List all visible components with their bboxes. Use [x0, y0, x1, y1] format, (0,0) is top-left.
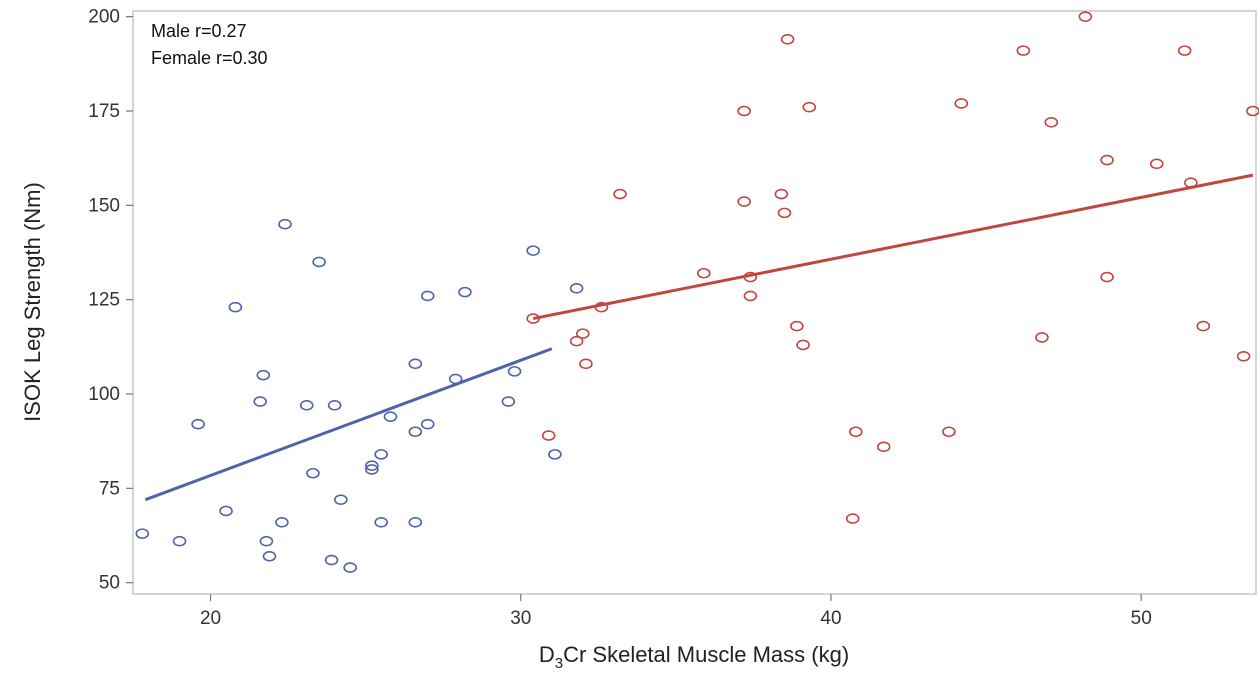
fit-line-series-0	[144, 347, 553, 502]
data-point-series-1	[1149, 158, 1164, 170]
data-point-series-0	[228, 301, 243, 313]
data-point-series-0	[172, 535, 187, 547]
data-point-series-0	[408, 358, 423, 370]
data-point-series-1	[743, 271, 758, 283]
data-point-series-0	[299, 400, 314, 411]
data-point-series-1	[743, 290, 758, 302]
data-point-series-0	[383, 411, 398, 422]
data-point-series-0	[327, 400, 342, 411]
data-point-series-0	[343, 562, 357, 573]
data-point-series-1	[790, 320, 804, 332]
data-point-series-0	[408, 517, 423, 528]
x-axis-title: D3Cr Skeletal Muscle Mass (kg)	[539, 642, 849, 672]
x-tick-label: 20	[200, 608, 221, 629]
y-axis-title: ISOK Leg Strength (Nm)	[20, 182, 45, 422]
data-point-series-0	[278, 218, 292, 230]
data-point-series-1	[1177, 45, 1192, 56]
data-point-series-0	[548, 449, 562, 460]
data-point-series-0	[420, 418, 435, 430]
y-tick-label: 125	[88, 290, 120, 311]
data-point-series-1	[1078, 11, 1093, 22]
data-point-series-1	[1044, 117, 1059, 128]
data-point-series-1	[774, 188, 789, 200]
data-point-series-1	[697, 267, 711, 279]
data-point-series-1	[1184, 177, 1198, 188]
data-point-series-1	[594, 301, 609, 313]
plot-frame	[132, 10, 1257, 595]
data-point-series-0	[374, 517, 388, 528]
data-point-series-0	[334, 494, 348, 505]
data-point-series-1	[780, 34, 795, 45]
data-point-series-1	[526, 313, 540, 324]
data-point-series-0	[365, 460, 379, 472]
data-point-series-0	[408, 426, 423, 438]
data-point-series-1	[1100, 154, 1114, 166]
x-axis-title-main: D	[539, 642, 555, 667]
data-point-series-0	[253, 396, 267, 407]
data-point-series-0	[262, 550, 277, 562]
data-point-series-1	[802, 101, 817, 113]
y-axis: 50 75 100 125 150 175 200	[88, 7, 133, 594]
data-point-series-1	[845, 513, 860, 524]
fit-line-series-1	[532, 173, 1254, 321]
data-point-series-1	[541, 430, 556, 441]
data-point-series-0	[448, 373, 463, 385]
data-point-series-0	[256, 369, 271, 381]
y-tick-label: 50	[99, 573, 120, 594]
x-tick-label: 30	[510, 608, 531, 629]
data-point-series-0	[219, 505, 233, 517]
annotation-female: Female r=0.30	[151, 48, 268, 68]
data-point-series-1	[777, 207, 792, 219]
data-point-series-1	[1100, 271, 1114, 283]
data-point-series-0	[507, 366, 522, 377]
y-tick-label: 100	[88, 384, 120, 405]
data-point-series-0	[259, 535, 274, 547]
x-axis: 20 30 40 50	[200, 594, 1152, 629]
data-point-series-1	[579, 358, 593, 370]
data-point-series-0	[365, 464, 379, 475]
data-point-series-0	[306, 467, 320, 479]
data-point-series-1	[737, 196, 751, 207]
data-point-series-1	[1246, 105, 1259, 117]
data-point-series-1	[954, 98, 969, 109]
data-point-series-1	[1016, 45, 1031, 56]
data-point-series-1	[613, 188, 627, 200]
x-axis-title-rest: Cr Skeletal Muscle Mass (kg)	[563, 642, 849, 667]
data-point-series-0	[191, 418, 205, 430]
data-point-series-0	[526, 245, 540, 256]
data-point-series-1	[876, 441, 891, 453]
data-point-series-0	[569, 283, 584, 294]
x-tick-label: 50	[1131, 608, 1152, 629]
fit-lines	[144, 173, 1254, 502]
data-point-series-0	[135, 528, 150, 539]
data-point-series-1	[737, 105, 751, 117]
data-point-series-1	[1236, 350, 1251, 362]
data-point-series-1	[569, 335, 584, 347]
data-point-series-0	[324, 554, 339, 566]
data-point-series-1	[1196, 320, 1211, 332]
y-tick-label: 175	[88, 101, 120, 122]
data-point-series-0	[501, 396, 516, 407]
data-point-series-0	[275, 517, 289, 528]
data-point-series-1	[1035, 332, 1049, 343]
data-point-series-1	[942, 426, 956, 438]
data-point-series-0	[374, 449, 388, 460]
data-point-series-0	[312, 256, 326, 268]
x-tick-label: 40	[820, 608, 841, 629]
y-tick-label: 75	[99, 478, 120, 499]
annotation-male: Male r=0.27	[151, 21, 247, 41]
data-point-series-0	[420, 290, 435, 302]
data-point-series-1	[576, 328, 590, 339]
x-axis-title-subscript: 3	[555, 655, 563, 672]
data-points	[135, 11, 1259, 573]
data-point-series-0	[458, 286, 472, 298]
data-point-series-1	[796, 339, 810, 351]
y-tick-label: 150	[88, 195, 120, 216]
y-tick-label: 200	[88, 7, 120, 28]
data-point-series-1	[849, 426, 863, 438]
